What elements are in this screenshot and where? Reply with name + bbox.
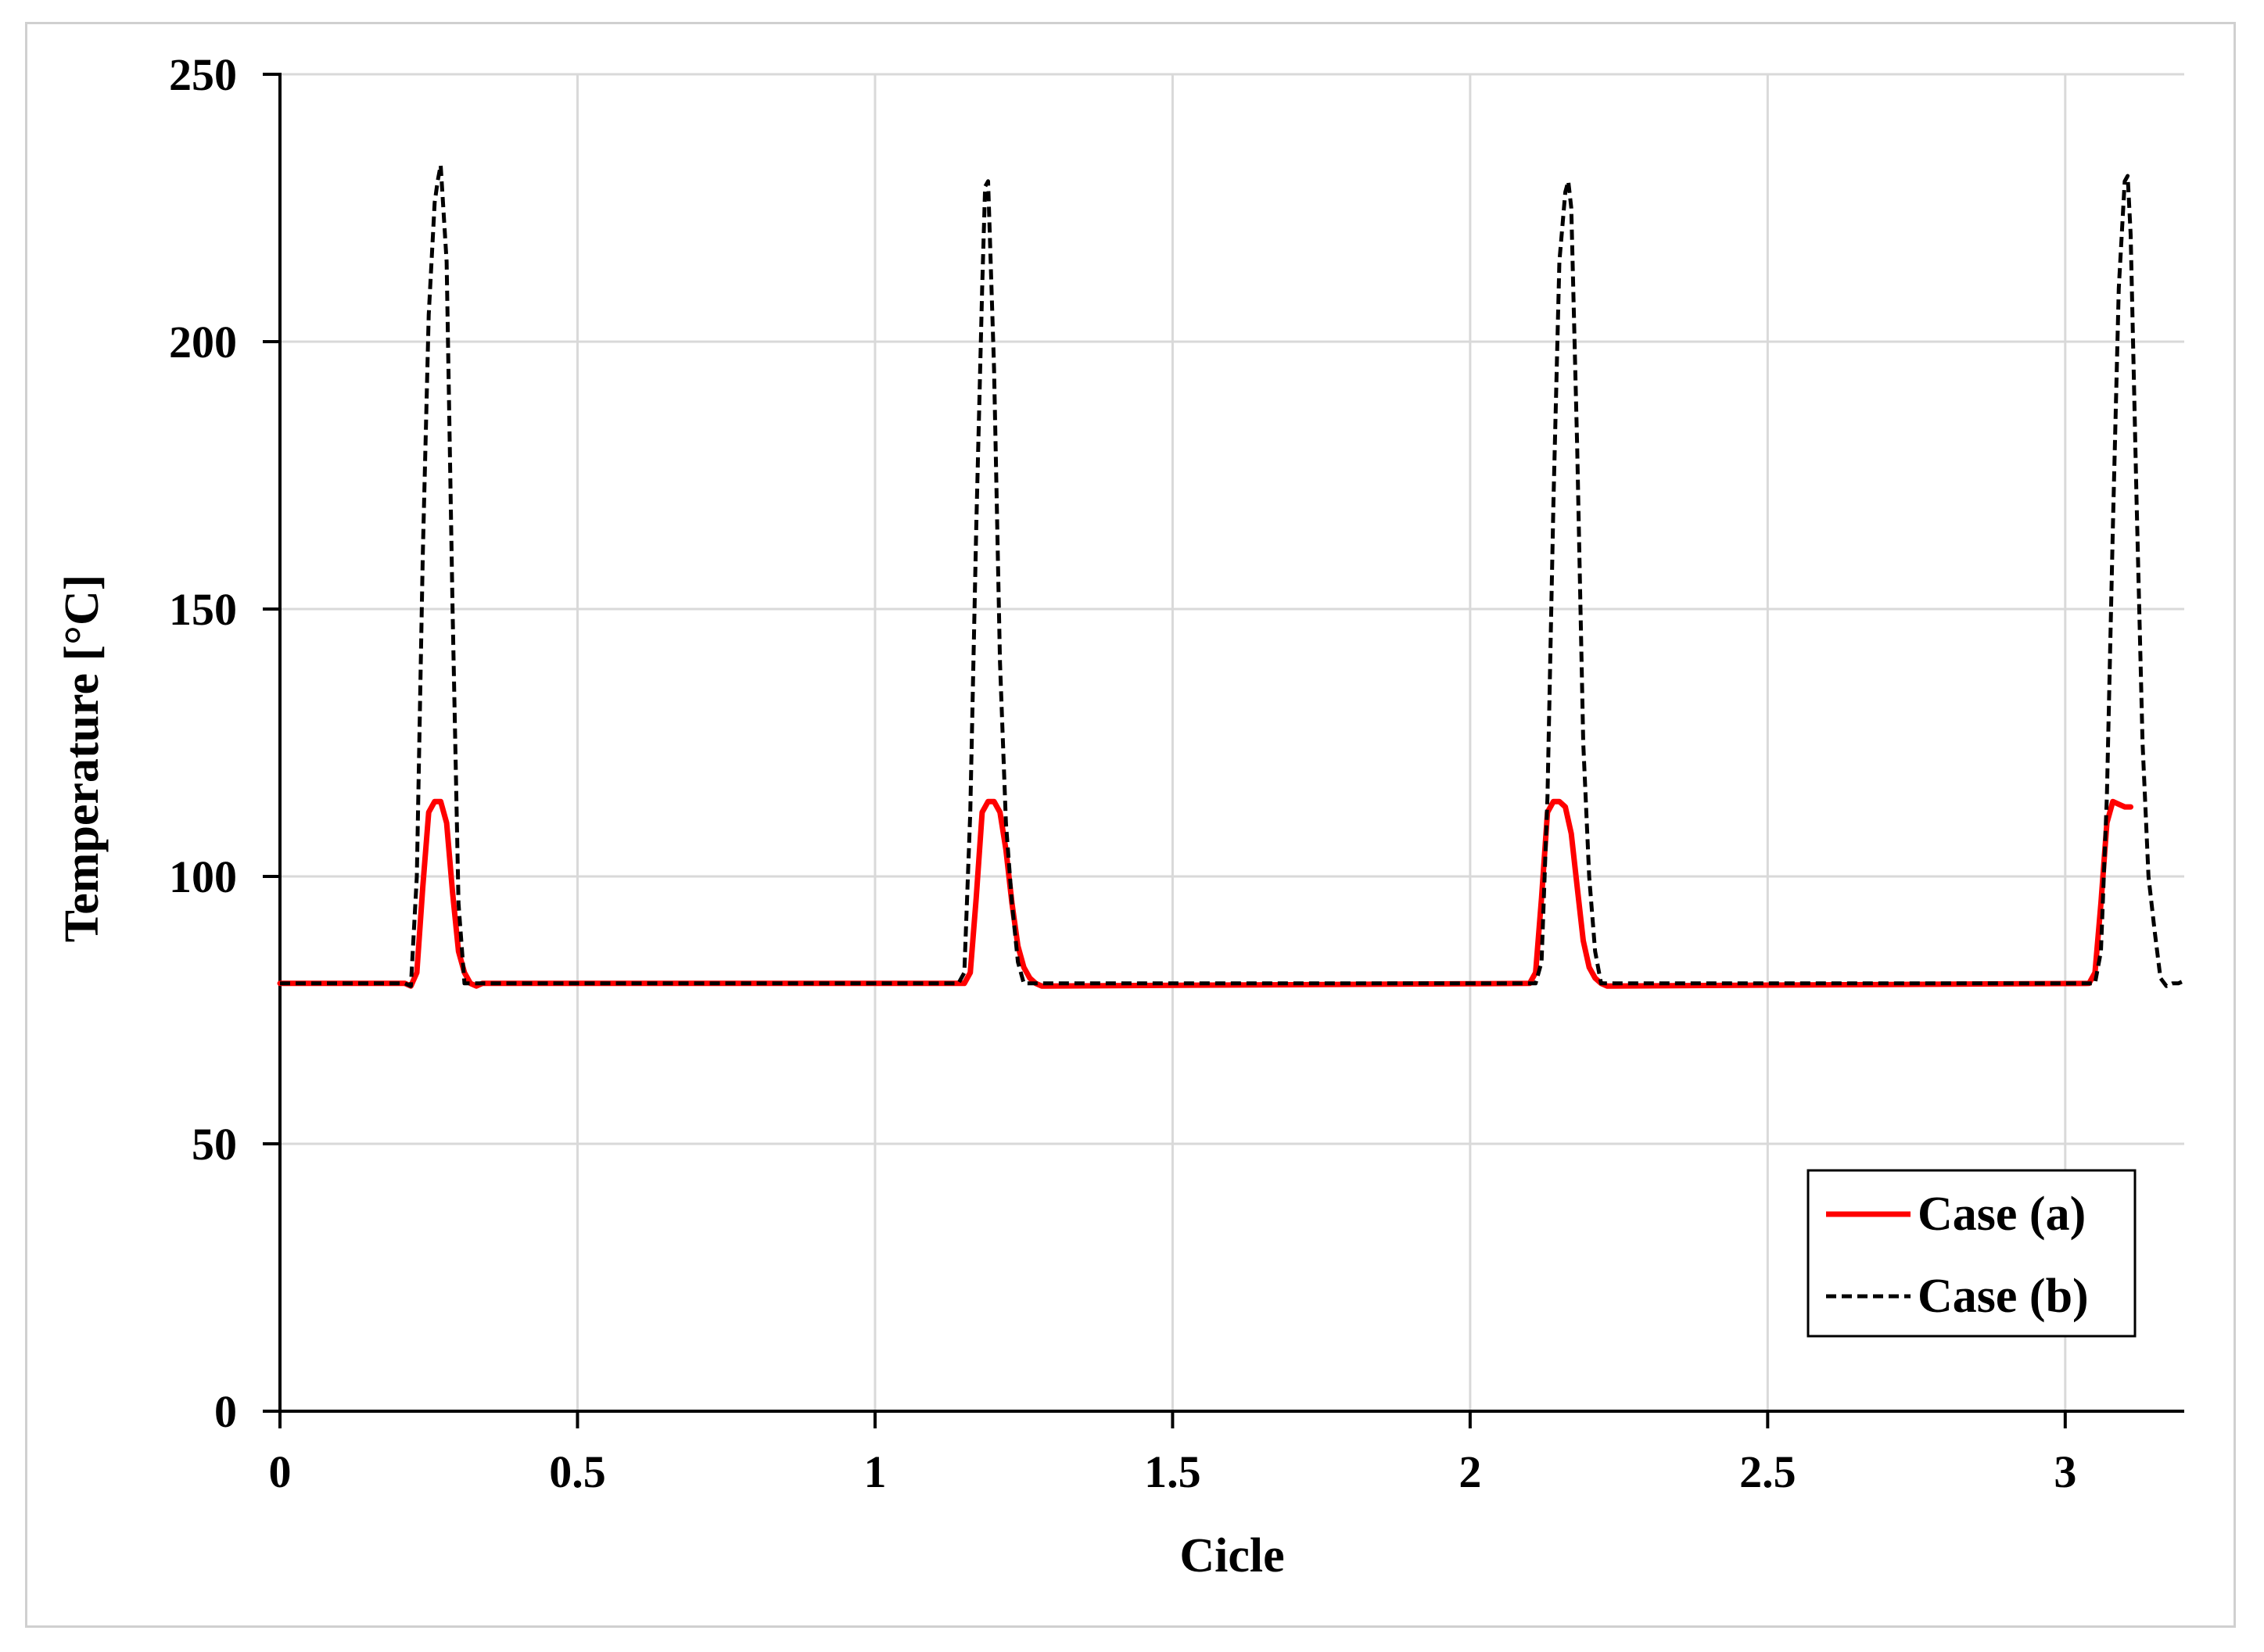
- y-tick-label: 250: [169, 49, 237, 100]
- y-axis-title: Temperature [°C]: [56, 575, 109, 943]
- series-line-case-b: [280, 163, 2186, 988]
- tick-labels: 0 50 100 150 200 250 0 0.5 1 1.5 2 2.5 3: [169, 49, 2076, 1497]
- data-series: [277, 163, 2186, 989]
- x-tick-label: 0: [269, 1446, 292, 1497]
- y-tick-label: 100: [169, 851, 237, 902]
- axes: [263, 73, 2184, 1428]
- x-tick-label: 3: [2054, 1446, 2076, 1497]
- chart-frame: [25, 22, 2236, 1628]
- x-tick-label: 0.5: [549, 1446, 606, 1497]
- series-line-case-a: [277, 798, 2133, 989]
- legend: Case (a) Case (b): [1807, 1169, 2137, 1338]
- x-axis-title: Cicle: [1179, 1529, 1284, 1582]
- legend-label-case-b: Case (b): [1918, 1270, 2089, 1323]
- y-tick-label: 200: [169, 317, 237, 367]
- legend-label-case-a: Case (a): [1918, 1188, 2086, 1241]
- legend-box: [1807, 1169, 2137, 1338]
- x-tick-label: 1: [863, 1446, 886, 1497]
- x-tick-label: 2.5: [1739, 1446, 1796, 1497]
- x-tick-label: 1.5: [1144, 1446, 1201, 1497]
- y-tick-label: 150: [169, 584, 237, 635]
- y-tick-label: 0: [214, 1386, 237, 1437]
- y-tick-label: 50: [192, 1119, 237, 1170]
- x-tick-label: 2: [1459, 1446, 1481, 1497]
